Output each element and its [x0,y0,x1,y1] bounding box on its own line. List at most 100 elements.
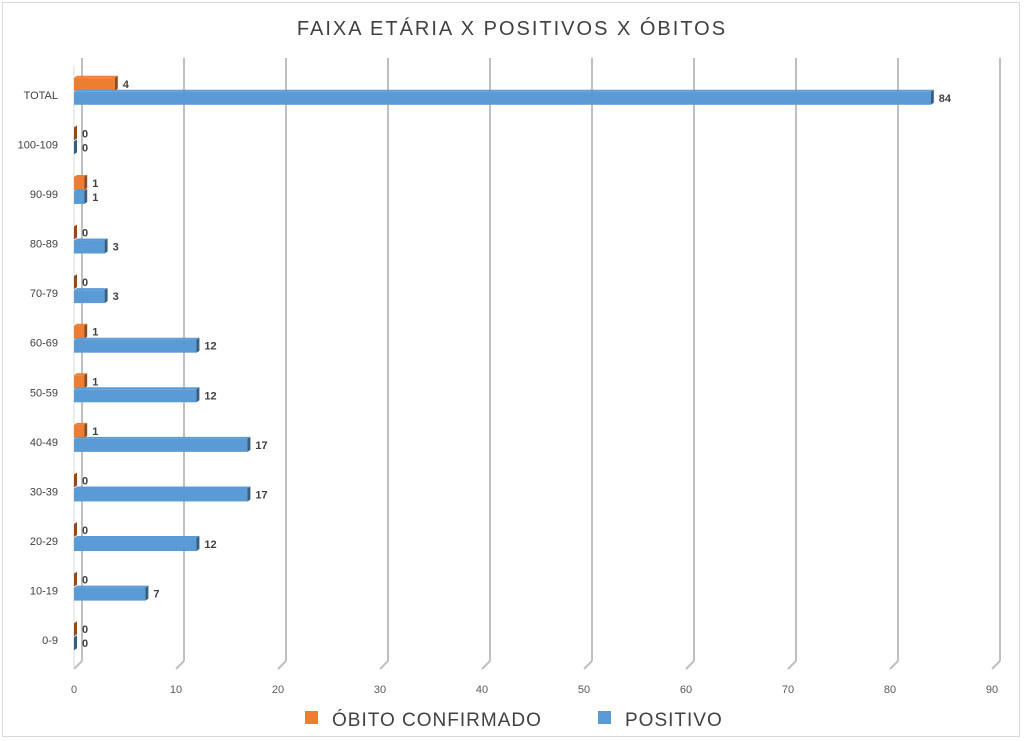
bar-positivo [74,536,200,552]
bar-end-face [74,274,77,290]
bar-end-face [196,337,200,353]
category-label: 100-109 [18,139,58,151]
bar-end-face [930,89,934,105]
bar-obito-confirmado [74,571,77,587]
category-label: 60-69 [30,338,58,350]
data-label-positivo: 12 [204,341,216,353]
bar-end-face [196,387,200,403]
data-label-obito-confirmado: 1 [92,327,98,339]
bar-front-face [74,339,197,353]
bar-end-face [74,472,77,488]
chart-title: FAIXA ETÁRIA X POSITIVOS X ÓBITOS [297,17,727,40]
bar-end-face [114,75,118,91]
category-label: 80-89 [30,239,58,251]
bar-end-face [104,238,108,254]
legend-label-positivo: POSITIVO [625,710,723,731]
bar-end-face [74,224,77,240]
data-label-obito-confirmado: 1 [92,376,98,388]
bar-obito-confirmado [74,174,88,190]
bar-top-face [74,89,934,92]
gridline-foot [685,660,695,670]
x-tick-label: 20 [272,684,284,696]
bars [74,75,934,651]
bar-end-face [84,373,88,389]
bar-obito-confirmado [74,621,77,637]
x-tick-label: 70 [782,684,794,696]
bar-obito-confirmado [74,274,77,290]
bar-front-face [74,176,85,190]
bar-positivo [74,337,200,353]
gridline-foot [379,660,389,670]
bar-obito-confirmado [74,373,88,389]
bar-top-face [74,238,108,241]
bar-front-face [74,389,197,403]
data-labels: 4 84 0 0 1 1 0 3 0 3 1 12 1 12 1 17 0 17 0 12 0 7 0 0 [82,79,952,650]
bar-end-face [74,139,77,155]
x-tick-label: 30 [374,684,386,696]
data-label-positivo: 17 [255,489,267,501]
bar-end-face [84,174,88,190]
bar-end-face [74,635,77,651]
bar-end-face [196,536,200,552]
bar-front-face [74,587,146,601]
bar-obito-confirmado [74,75,118,91]
data-label-positivo: 7 [153,589,159,601]
bar-positivo [74,188,88,204]
bar-top-face [74,337,200,340]
data-label-obito-confirmado: 0 [82,525,88,537]
legend-label-obito: ÓBITO CONFIRMADO [332,709,542,731]
x-tick-label: 40 [476,684,488,696]
bar-end-face [74,621,77,637]
gridline-foot [481,660,491,670]
x-tick-label: 0 [71,684,77,696]
bar-top-face [74,387,200,390]
data-label-obito-confirmado: 1 [92,426,98,438]
gridline-foot [277,660,287,670]
bar-top-face [74,323,88,326]
category-label: 70-79 [30,288,58,300]
bar-front-face [74,91,931,105]
bar-front-face [74,77,115,91]
data-label-positivo: 3 [113,242,119,254]
bar-end-face [247,436,251,452]
x-tick-label: 50 [578,684,590,696]
bar-front-face [74,375,85,389]
bar-obito-confirmado [74,224,77,240]
category-label: 0-9 [42,635,58,647]
category-label: TOTAL [24,90,58,102]
bar-end-face [104,288,108,304]
data-label-obito-confirmado: 0 [82,624,88,636]
legend-swatch-obito [305,711,318,724]
bar-positivo [74,89,934,105]
bar-obito-confirmado [74,522,77,538]
bar-obito-confirmado [74,422,88,438]
bar-top-face [74,288,108,291]
bar-end-face [84,323,88,339]
data-label-positivo: 3 [113,291,119,303]
legend-swatch-positivo [598,711,611,724]
data-label-positivo: 84 [939,93,952,105]
category-label: 90-99 [30,189,58,201]
bar-top-face [74,422,88,425]
data-label-obito-confirmado: 0 [82,575,88,587]
bar-end-face [84,422,88,438]
gridline-foot [175,660,185,670]
category-labels: TOTAL 100-109 90-99 80-89 70-79 60-69 50-59 40-… [18,90,58,647]
category-label: 30-39 [30,486,58,498]
data-label-obito-confirmado: 1 [92,178,98,190]
bar-top-face [74,174,88,177]
category-label: 20-29 [30,536,58,548]
bar-front-face [74,424,85,438]
data-label-positivo: 0 [82,638,88,650]
gridline-foot [991,660,1001,670]
bar-end-face [74,125,77,141]
data-label-positivo: 1 [92,192,98,204]
bar-obito-confirmado [74,472,77,488]
bar-positivo [74,436,251,452]
bar-front-face [74,325,85,339]
data-label-obito-confirmado: 0 [82,228,88,240]
data-label-obito-confirmado: 4 [123,79,130,91]
bar-end-face [247,486,251,502]
bar-end-face [74,571,77,587]
